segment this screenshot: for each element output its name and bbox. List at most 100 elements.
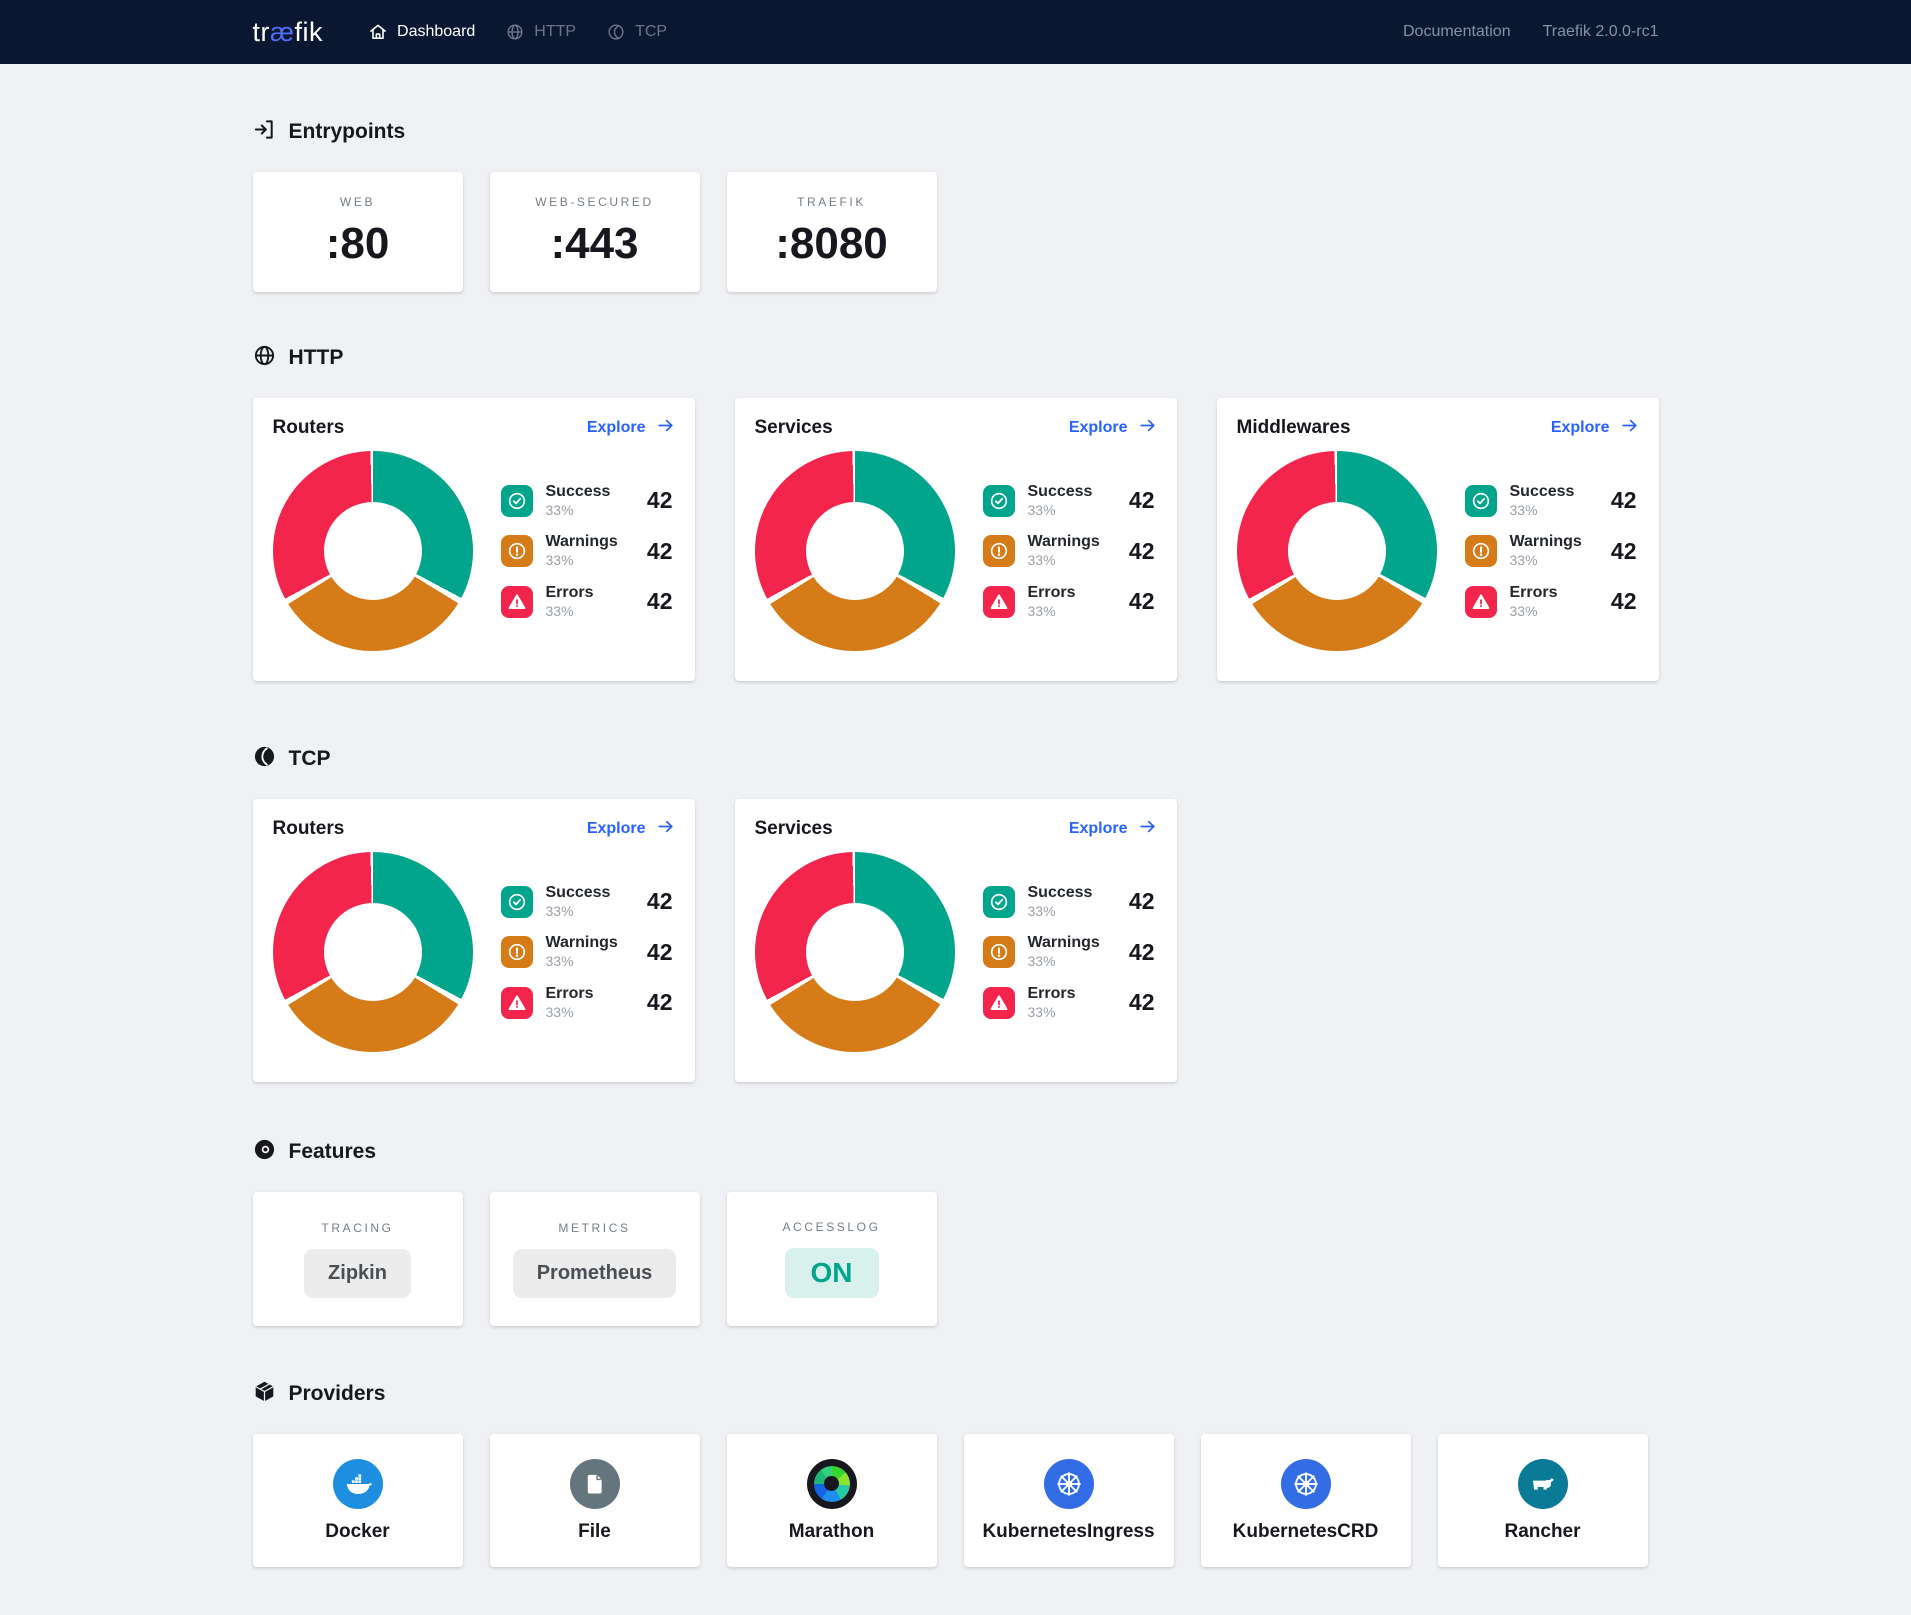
legend-row-errors: Errors 33% 42 [1464, 583, 1637, 621]
traefik-logo[interactable]: træfik [253, 17, 324, 48]
legend-value: 42 [1128, 487, 1155, 513]
error-triangle-icon [982, 585, 1015, 618]
success-check-icon [982, 885, 1015, 918]
globe-icon [505, 22, 525, 42]
legend-percent: 33% [1509, 602, 1538, 619]
success-check-icon [982, 484, 1015, 517]
legend-percent: 33% [545, 501, 574, 518]
entrypoints-grid: WEB :80 WEB-SECURED :443 TRAEFIK :8080 [252, 172, 1659, 292]
http-cards-grid: Routers Explore Success 33% 42 Warnings 33… [252, 398, 1659, 681]
marathon-icon [806, 1458, 857, 1509]
status-card: Routers Explore Success 33% 42 Warnings 33… [252, 799, 695, 1082]
legend-value: 42 [1128, 888, 1155, 914]
explore-label: Explore [586, 820, 646, 837]
legend-row-success: Success 33% 42 [982, 883, 1155, 921]
nav-item-dashboard[interactable]: Dashboard [353, 0, 490, 64]
explore-link[interactable]: Explore [1069, 416, 1157, 440]
logo-text: tr [252, 16, 270, 47]
provider-name: KubernetesIngress [982, 1520, 1155, 1542]
status-card: Middlewares Explore Success 33% 42 Warnin… [1216, 398, 1659, 681]
kubernetes-helm-icon [1043, 1458, 1094, 1509]
status-card: Services Explore Success 33% 42 Warnings 3… [734, 398, 1177, 681]
explore-label: Explore [1068, 820, 1128, 837]
legend-value: 42 [1610, 537, 1637, 564]
rancher-bull-icon [1517, 1458, 1568, 1509]
documentation-link[interactable]: Documentation [1402, 23, 1511, 40]
legend-percent: 33% [545, 953, 574, 970]
legend-row-warnings: Warnings 33% 42 [1464, 532, 1637, 570]
entrypoint-card: WEB-SECURED :443 [489, 172, 700, 292]
status-card: Routers Explore Success 33% 42 Warnings 33… [252, 398, 695, 681]
section-title: TCP [288, 747, 331, 770]
tcp-section-icon [253, 745, 276, 773]
status-donut-chart [754, 852, 955, 1052]
nav-item-label: TCP [635, 23, 668, 40]
entrypoint-port: :443 [550, 219, 639, 268]
logo-ae: æ [270, 16, 295, 47]
nav-item-http[interactable]: HTTP [490, 0, 591, 64]
status-card: Services Explore Success 33% 42 Warnings 3… [734, 799, 1177, 1082]
legend-label: Success [1027, 883, 1093, 901]
legend-value: 42 [1128, 938, 1155, 965]
status-legend: Success 33% 42 Warnings 33% 42 Errors 33% 4… [500, 482, 675, 621]
feature-card: METRICS Prometheus [489, 1192, 700, 1326]
explore-link[interactable]: Explore [1069, 817, 1157, 841]
provider-name: Marathon [788, 1520, 875, 1542]
nav-right: Documentation Traefik 2.0.0-rc1 [1403, 23, 1659, 41]
version-label: Traefik 2.0.0-rc1 [1542, 23, 1659, 40]
feature-name: ACCESSLOG [782, 1220, 881, 1234]
feature-card: TRACING Zipkin [252, 1192, 463, 1326]
status-donut-chart [272, 451, 473, 651]
section-http: HTTP Routers Explore Success 33% 42 Warni… [252, 344, 1659, 681]
section-providers: Providers Docker File Marathon [252, 1380, 1659, 1567]
legend-percent: 33% [545, 602, 574, 619]
status-donut-chart [1236, 451, 1437, 651]
arrow-right-icon [656, 817, 675, 841]
provider-name: Rancher [1504, 1520, 1581, 1542]
top-navbar: træfik Dashboard HTTP TCP Documentation … [0, 0, 1911, 64]
providers-cube-icon [253, 1380, 276, 1408]
card-title: Routers [272, 818, 345, 839]
explore-link[interactable]: Explore [587, 817, 675, 841]
warning-exclamation-icon [500, 936, 533, 968]
legend-value: 42 [646, 537, 673, 564]
legend-percent: 33% [1027, 953, 1056, 970]
provider-card-kubernetesingress: KubernetesIngress [963, 1434, 1174, 1567]
tcp-cards-grid: Routers Explore Success 33% 42 Warnings 33… [252, 799, 1659, 1082]
explore-link[interactable]: Explore [1551, 416, 1639, 440]
error-triangle-icon [500, 986, 533, 1019]
status-legend: Success 33% 42 Warnings 33% 42 Errors 33% 4… [1464, 482, 1639, 621]
section-title: Features [288, 1140, 377, 1163]
status-legend: Success 33% 42 Warnings 33% 42 Errors 33% 4… [500, 883, 675, 1022]
card-title: Services [754, 417, 833, 438]
nav-item-tcp[interactable]: TCP [591, 0, 682, 64]
legend-label: Warnings [1027, 934, 1100, 952]
explore-link[interactable]: Explore [587, 416, 675, 440]
legend-percent: 33% [1027, 602, 1056, 619]
legend-label: Errors [1027, 583, 1076, 601]
legend-value: 42 [646, 989, 673, 1015]
entrypoint-name: WEB-SECURED [535, 195, 654, 209]
feature-value-chip: Zipkin [304, 1248, 411, 1298]
section-features: Features TRACING Zipkin METRICS Promethe… [252, 1138, 1659, 1326]
legend-row-warnings: Warnings 33% 42 [500, 532, 673, 570]
legend-row-errors: Errors 33% 42 [500, 984, 673, 1022]
legend-value: 42 [1610, 588, 1637, 614]
entrypoint-port: :8080 [775, 219, 888, 268]
legend-value: 42 [646, 888, 673, 914]
feature-card: ACCESSLOG ON [726, 1192, 937, 1326]
provider-card-marathon: Marathon [726, 1434, 937, 1567]
error-triangle-icon [500, 585, 533, 618]
error-triangle-icon [982, 986, 1015, 1019]
legend-row-warnings: Warnings 33% 42 [500, 933, 673, 971]
provider-card-file: File [489, 1434, 700, 1567]
arrow-right-icon [656, 416, 675, 440]
arrow-right-icon [1620, 416, 1639, 440]
success-check-icon [500, 484, 533, 517]
legend-percent: 33% [1027, 552, 1056, 569]
provider-card-kubernetescrd: KubernetesCRD [1200, 1434, 1411, 1567]
arrow-right-icon [1138, 817, 1157, 841]
legend-value: 42 [646, 487, 673, 513]
legend-value: 42 [1128, 537, 1155, 564]
status-legend: Success 33% 42 Warnings 33% 42 Errors 33% 4… [982, 482, 1157, 621]
